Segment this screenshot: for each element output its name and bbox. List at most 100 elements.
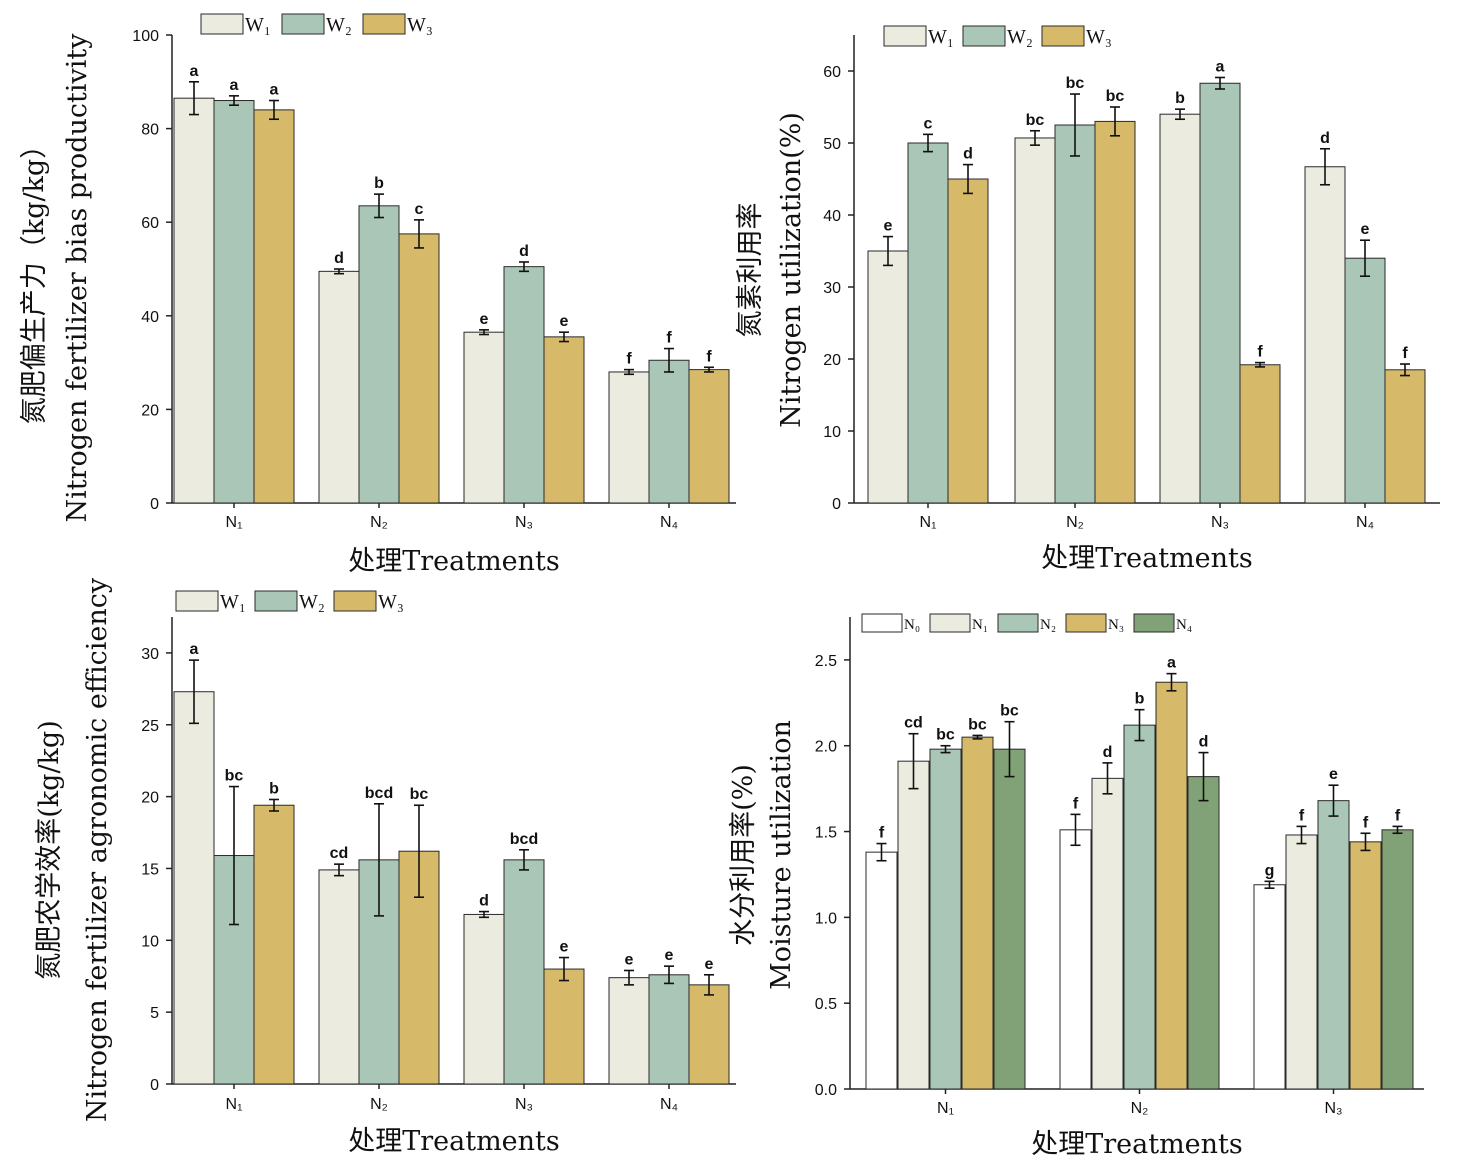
- bar: [173, 691, 215, 1085]
- significance-label: b: [1175, 90, 1185, 107]
- legend-label: N₃: [1108, 617, 1124, 633]
- significance-label: f: [879, 825, 885, 842]
- significance-label: b: [374, 175, 384, 192]
- bar: [648, 359, 690, 504]
- legend-swatch: [362, 13, 406, 35]
- y-axis-title-cn: 水分利用率(%): [728, 764, 759, 946]
- legend: W₁ W₂ W₃: [175, 590, 404, 613]
- bar: [318, 270, 360, 504]
- significance-label: bc: [410, 786, 429, 803]
- bar: [543, 968, 585, 1085]
- significance-label: bc: [936, 727, 955, 744]
- significance-label: a: [1167, 655, 1176, 672]
- bar: [503, 859, 545, 1085]
- legend-swatch: [200, 13, 244, 35]
- y-axis-title-en: Nitrogen fertilizer bias productivity: [62, 33, 93, 523]
- legend-label: W₂: [1007, 26, 1033, 48]
- y-tick-label: 0: [150, 1077, 159, 1094]
- y-tick-label: 20: [823, 352, 841, 369]
- bar: [608, 977, 650, 1085]
- significance-label: e: [884, 218, 893, 235]
- significance-label: d: [963, 146, 973, 163]
- bar: [543, 336, 585, 504]
- y-tick-label: 60: [823, 64, 841, 81]
- legend-swatch: [333, 590, 377, 612]
- bar: [1384, 369, 1426, 504]
- bar: [929, 748, 962, 1090]
- significance-label: f: [666, 330, 672, 347]
- category-label: N₁: [226, 1096, 243, 1113]
- x-axis-title: 处理Treatments: [348, 546, 560, 577]
- significance-label: d: [479, 893, 489, 910]
- category-label: N₂: [1131, 1100, 1149, 1117]
- significance-label: d: [519, 243, 529, 260]
- bar: [993, 748, 1026, 1090]
- legend-swatch: [254, 590, 298, 612]
- category-label: N₃: [1324, 1100, 1342, 1117]
- bar: [358, 205, 400, 504]
- significance-label: e: [560, 939, 569, 956]
- significance-label: d: [1320, 130, 1330, 147]
- y-tick-label: 15: [141, 861, 159, 878]
- significance-label: f: [626, 351, 632, 368]
- chart-panel-4: 0.00.51.01.52.02.5fcdbcbcbcN₁fdbadN₂gfef…: [728, 613, 1424, 1160]
- bar: [688, 984, 730, 1085]
- bar: [253, 109, 295, 504]
- bar: [1239, 364, 1281, 504]
- bar: [1014, 137, 1056, 504]
- y-tick-label: 0.5: [815, 996, 837, 1013]
- significance-label: e: [1329, 766, 1338, 783]
- legend-swatch: [1065, 613, 1107, 633]
- y-axis-title-en: Moisture utilization: [766, 720, 797, 990]
- y-tick-label: 80: [141, 122, 159, 139]
- bar: [463, 331, 505, 504]
- significance-label: e: [1361, 221, 1370, 238]
- significance-label: cd: [330, 845, 349, 862]
- bar: [1054, 124, 1096, 504]
- bar: [1344, 257, 1386, 504]
- significance-label: bcd: [510, 831, 538, 848]
- bar: [947, 178, 989, 504]
- bar: [1059, 829, 1092, 1090]
- y-tick-label: 1.5: [815, 825, 837, 842]
- y-tick-label: 5: [150, 1005, 159, 1022]
- bar: [608, 371, 650, 504]
- significance-label: f: [1073, 795, 1079, 812]
- chart-panel-2: 0 10 20 30 40 50 60 e c d N₁ bc bc bc N₂ b a f N₃ d e f N₄ 氮素利用…: [735, 25, 1440, 574]
- significance-label: bc: [1106, 88, 1125, 105]
- y-tick-label: 0: [832, 496, 841, 513]
- legend-label: N₂: [1040, 617, 1056, 633]
- category-label: N₃: [515, 514, 533, 531]
- significance-label: a: [190, 641, 199, 658]
- significance-label: cd: [904, 715, 923, 732]
- bar: [961, 736, 994, 1090]
- y-tick-label: 40: [823, 208, 841, 225]
- significance-label: a: [270, 82, 279, 99]
- significance-label: f: [1299, 807, 1305, 824]
- legend-swatch: [861, 613, 903, 633]
- legend-label: N₄: [1176, 617, 1192, 633]
- bar: [1199, 82, 1241, 504]
- significance-label: d: [1103, 744, 1113, 761]
- chart-panel-1: 0 20 40 60 80 100 a a a N₁ d b c N₂ e d e N₃ f f f N₄ 氮肥偏生产力（k…: [19, 13, 736, 577]
- y-axis-title-cn: 氮素利用率: [735, 203, 766, 338]
- y-tick-label: 2.0: [815, 739, 837, 756]
- category-label: N₃: [515, 1096, 533, 1113]
- significance-label: f: [1402, 345, 1408, 362]
- significance-label: c: [924, 115, 933, 132]
- bar: [1317, 800, 1350, 1090]
- x-axis-title: 处理Treatments: [1041, 543, 1253, 574]
- bar: [398, 233, 440, 504]
- significance-label: e: [665, 947, 674, 964]
- bar: [173, 97, 215, 504]
- category-label: N₂: [370, 1096, 388, 1113]
- bar: [1123, 724, 1156, 1090]
- significance-label: a: [1216, 58, 1225, 75]
- significance-label: e: [625, 951, 634, 968]
- legend-swatch: [929, 613, 971, 633]
- bar: [1304, 166, 1346, 504]
- legend: W₁ W₂ W₃: [883, 25, 1112, 48]
- significance-label: b: [269, 780, 279, 797]
- significance-label: e: [705, 956, 714, 973]
- y-axis-title-cn: 氮肥偏生产力（kg/kg）: [19, 132, 50, 424]
